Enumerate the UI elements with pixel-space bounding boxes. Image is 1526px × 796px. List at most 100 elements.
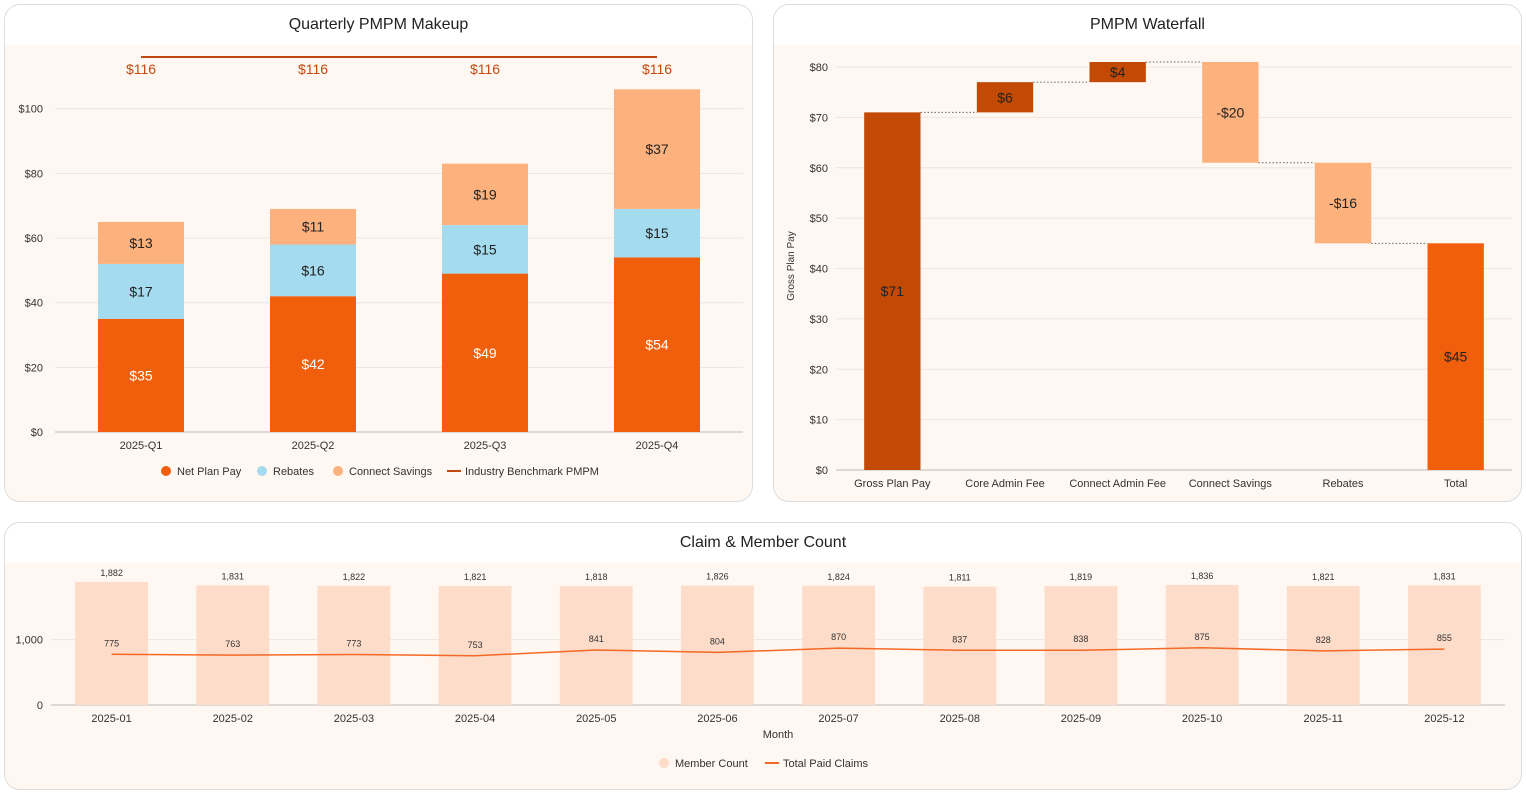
pmpm-waterfall-chart: $0 $10 $20 $30 $40 $50 $60 $70 $80 Gross Plan Pay…	[786, 61, 1512, 490]
x-tick-label: 2025-11	[1303, 713, 1343, 725]
bar-net-plan-pay	[442, 273, 528, 432]
bar-member-count	[1286, 585, 1360, 705]
y-tick-label: $80	[25, 168, 43, 180]
total-paid-claims-label: 763	[225, 639, 240, 649]
x-tick-label: 2025-Q2	[292, 440, 335, 452]
data-label-connect-savings: $11	[302, 219, 325, 235]
claim-member-count-chart: 0 1,000 1,882 2025-01 1,831 2025-02 1,822 2025-…	[15, 568, 1505, 770]
x-axis-label: Month	[763, 729, 794, 741]
y-tick-label: $20	[810, 364, 828, 376]
total-paid-claims-label: 855	[1437, 633, 1452, 643]
total-paid-claims-label: 837	[952, 634, 967, 644]
data-label-rebates: $15	[645, 225, 669, 241]
x-tick-label: 2025-10	[1182, 713, 1222, 725]
bar-member-count	[438, 585, 512, 705]
bar-rebates	[98, 263, 184, 319]
total-paid-claims-label: 775	[104, 638, 119, 648]
x-tick-label: Rebates	[1323, 478, 1364, 490]
x-tick-label: Total	[1444, 478, 1467, 490]
y-tick-label: $40	[810, 264, 828, 276]
data-label-net-plan-pay: $42	[301, 356, 325, 372]
member-count-label: 1,821	[1312, 572, 1335, 582]
benchmark-label: $116	[126, 61, 156, 77]
bar-rebates	[614, 208, 700, 258]
waterfall-bar-gross-plan-pay	[864, 112, 921, 471]
total-paid-claims-label: 838	[1073, 634, 1088, 644]
claim-member-count-title: Claim & Member Count	[5, 523, 1521, 563]
y-tick-label: $60	[25, 233, 43, 245]
bar-member-count	[559, 586, 633, 705]
total-paid-claims-label: 841	[589, 634, 604, 644]
member-count-label: 1,831	[1433, 571, 1456, 581]
legend-swatch-member-count	[659, 758, 669, 768]
bar-net-plan-pay	[98, 318, 184, 432]
member-count-label: 1,822	[343, 572, 366, 582]
member-count-label: 1,819	[1070, 572, 1093, 582]
x-tick-label: Core Admin Fee	[965, 478, 1044, 490]
total-paid-claims-label: 875	[1195, 632, 1210, 642]
x-tick-label: 2025-02	[213, 713, 253, 725]
data-label-rebates: $15	[473, 241, 497, 257]
bar-member-count	[317, 585, 391, 705]
y-tick-label: 1,000	[15, 635, 43, 647]
legend-label-rebates: Rebates	[273, 466, 314, 478]
member-count-label: 1,811	[949, 573, 971, 583]
y-axis-label: Gross Plan Pay	[786, 231, 797, 300]
waterfall-bar-total	[1427, 243, 1484, 470]
member-count-label: 1,882	[100, 568, 123, 578]
legend-label-member-count: Member Count	[675, 758, 748, 770]
y-tick-label: $0	[816, 465, 828, 477]
bar-member-count	[75, 581, 148, 705]
x-tick-label: 2025-Q4	[636, 440, 679, 452]
waterfall-bar-connect-admin-fee	[1089, 62, 1146, 83]
data-label-connect-savings: $37	[645, 141, 669, 157]
bar-member-count	[1044, 586, 1118, 705]
bar-rebates	[270, 244, 356, 297]
y-tick-label: $40	[25, 298, 43, 310]
waterfall-bar-connect-savings	[1202, 62, 1259, 163]
y-tick-label: $70	[810, 112, 828, 124]
x-tick-label: 2025-08	[940, 713, 980, 725]
y-tick-label: $50	[810, 213, 828, 225]
x-tick-label: Connect Savings	[1189, 478, 1273, 490]
member-count-label: 1,824	[827, 572, 850, 582]
x-tick-label: 2025-06	[697, 713, 737, 725]
pmpm-waterfall-panel: PMPM Waterfall $0 $10 $20 $30 $40 $50 $60 $70 $8…	[773, 4, 1522, 502]
member-count-label: 1,831	[221, 571, 244, 581]
data-label-rebates: $17	[129, 283, 153, 299]
bar-member-count	[802, 585, 875, 705]
x-tick-label: 2025-07	[818, 713, 858, 725]
legend-swatch-connect-savings	[333, 466, 343, 476]
member-count-label: 1,821	[464, 572, 487, 582]
data-label: -$20	[1216, 104, 1244, 120]
bar-net-plan-pay	[270, 296, 356, 432]
data-label-net-plan-pay: $35	[129, 367, 153, 383]
quarterly-pmpm-makeup-title: Quarterly PMPM Makeup	[5, 5, 752, 45]
x-tick-label: 2025-05	[576, 713, 616, 725]
bar-member-count	[196, 585, 270, 705]
x-tick-label: 2025-03	[334, 713, 374, 725]
x-tick-label: 2025-04	[455, 713, 495, 725]
bar-connect-savings	[270, 208, 356, 245]
bar-connect-savings	[98, 221, 184, 264]
y-tick-label: $20	[25, 362, 43, 374]
x-tick-label: 2025-09	[1061, 713, 1101, 725]
data-label-connect-savings: $13	[129, 235, 153, 251]
total-paid-claims-label: 870	[831, 632, 846, 642]
legend-label-net-plan-pay: Net Plan Pay	[177, 466, 242, 478]
y-tick-label: $80	[810, 62, 828, 74]
bar-net-plan-pay	[614, 257, 700, 432]
legend-label-total-paid-claims: Total Paid Claims	[783, 758, 868, 770]
data-label: -$16	[1329, 195, 1357, 211]
member-count-label: 1,836	[1191, 571, 1214, 581]
bar-rebates	[442, 225, 528, 274]
total-paid-claims-label: 828	[1316, 635, 1331, 645]
member-count-label: 1,826	[706, 572, 729, 582]
quarterly-pmpm-makeup-panel: Quarterly PMPM Makeup $0 $20 $40 $60 $80 $100…	[4, 4, 753, 502]
bar-member-count	[1165, 584, 1239, 705]
member-count-label: 1,818	[585, 572, 608, 582]
x-tick-label: Connect Admin Fee	[1069, 478, 1166, 490]
x-tick-label: Gross Plan Pay	[854, 478, 931, 490]
data-label: $4	[1110, 64, 1126, 80]
y-tick-label: $100	[19, 104, 43, 116]
